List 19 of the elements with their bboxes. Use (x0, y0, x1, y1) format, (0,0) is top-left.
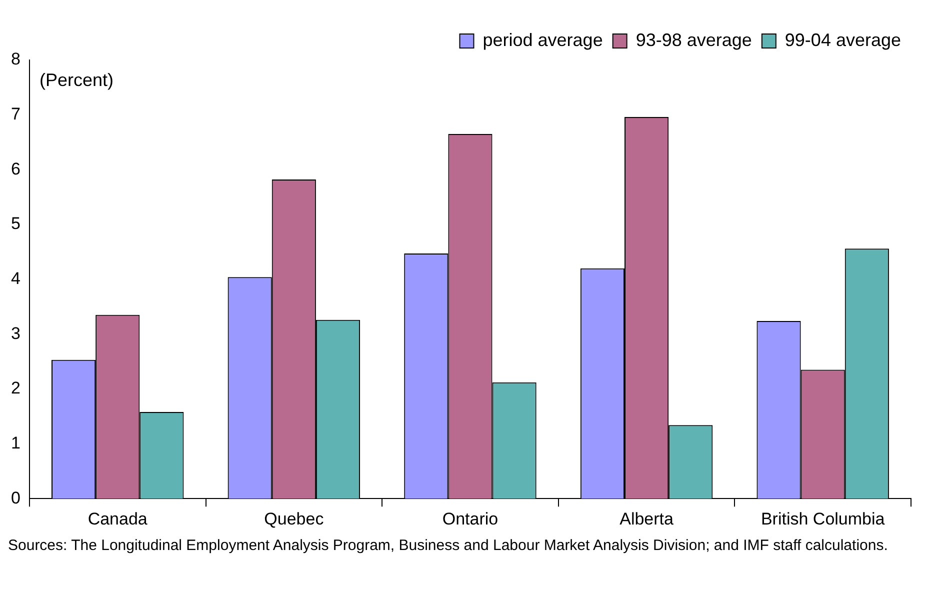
legend-label: period average (482, 30, 603, 50)
x-tick-label: Quebec (264, 509, 324, 528)
x-tick-label: British Columbia (760, 509, 886, 528)
y-tick-label: 2 (10, 378, 20, 398)
source-note: Sources: The Longitudinal Employment Analysis Program, Business and Labour Market Analysis Division; and IMF staff calculations. (8, 537, 889, 554)
x-tick-label: Alberta (620, 509, 674, 528)
y-axis-title: (Percent) (39, 70, 114, 90)
legend-label: 93-98 average (636, 30, 752, 50)
legend-label: 99-04 average (784, 30, 902, 50)
y-tick-label: 8 (10, 50, 20, 69)
y-tick-label: 1 (10, 433, 20, 452)
x-tick-label: Canada (88, 509, 148, 528)
y-tick-label: 4 (10, 268, 20, 288)
x-tick-label: Ontario (442, 509, 498, 528)
y-tick-label: 7 (10, 104, 20, 124)
y-tick-label: 5 (10, 214, 20, 234)
y-tick-label: 0 (10, 488, 20, 508)
y-tick-label: 3 (10, 324, 20, 343)
y-tick-label: 6 (10, 159, 20, 178)
